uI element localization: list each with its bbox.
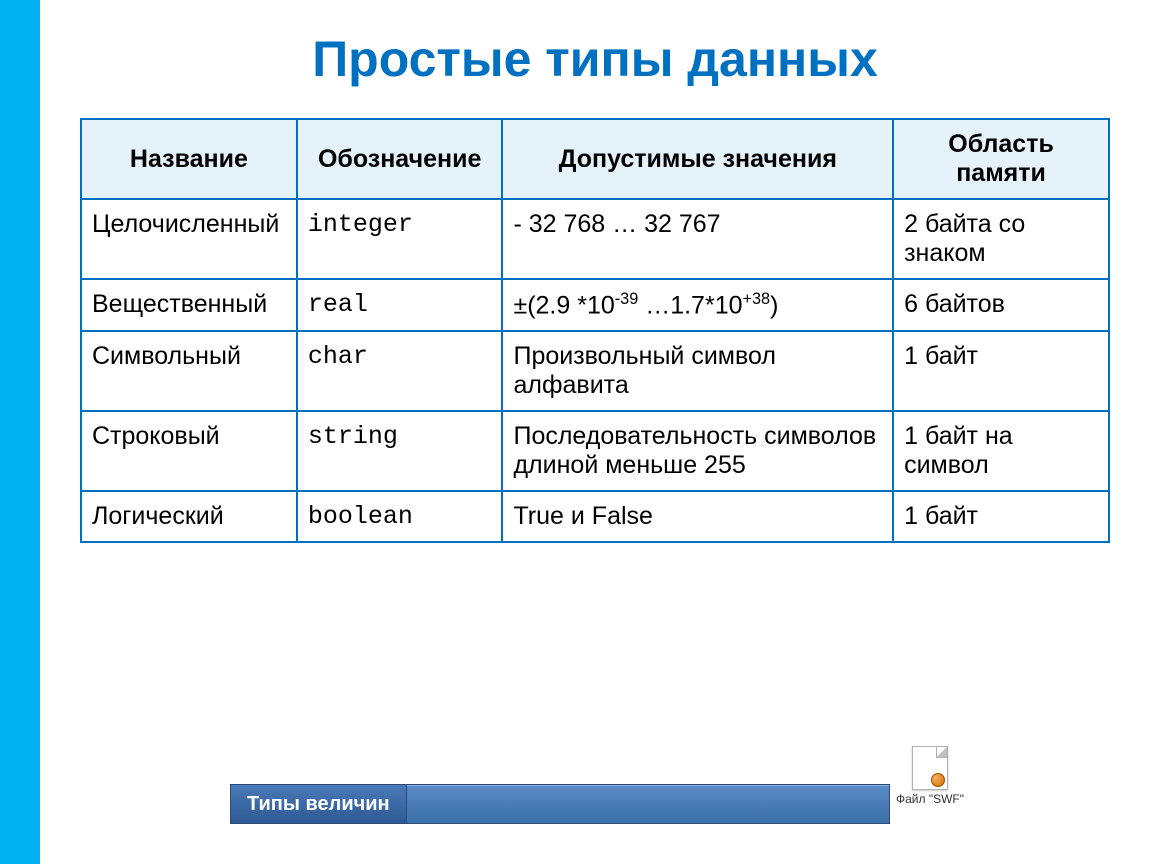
cell-name: Вещественный: [81, 279, 297, 331]
col-header-values: Допустимые значения: [502, 119, 893, 199]
cell-values: True и False: [502, 491, 893, 542]
left-accent-bar: [0, 0, 40, 864]
table-row: Строковый string Последовательность симв…: [81, 411, 1109, 491]
data-types-table: Название Обозначение Допустимые значения…: [80, 118, 1110, 543]
swf-file-shortcut[interactable]: Файл "SWF": [890, 746, 970, 806]
file-label: Файл "SWF": [890, 792, 970, 806]
cell-memory: 1 байт: [893, 331, 1109, 411]
cell-name: Символьный: [81, 331, 297, 411]
cell-values: - 32 768 … 32 767: [502, 199, 893, 279]
cell-memory: 1 байт: [893, 491, 1109, 542]
table-header-row: Название Обозначение Допустимые значения…: [81, 119, 1109, 199]
cell-name: Целочисленный: [81, 199, 297, 279]
table-row: Целочисленный integer - 32 768 … 32 767 …: [81, 199, 1109, 279]
cell-notation: char: [297, 331, 503, 411]
cell-notation: real: [297, 279, 503, 331]
table-row: Вещественный real ±(2.9 *10-39 …1.7*10+3…: [81, 279, 1109, 331]
col-header-name: Название: [81, 119, 297, 199]
cell-notation: boolean: [297, 491, 503, 542]
cell-memory: 6 байтов: [893, 279, 1109, 331]
slide-content: Простые типы данных Название Обозначение…: [40, 0, 1150, 543]
table-row: Символьный char Произвольный символ алфа…: [81, 331, 1109, 411]
globe-icon: [931, 773, 945, 787]
slide-title: Простые типы данных: [80, 30, 1110, 88]
table-row: Логический boolean True и False 1 байт: [81, 491, 1109, 542]
cell-values: Последовательность символов длиной меньш…: [502, 411, 893, 491]
cell-notation: integer: [297, 199, 503, 279]
cell-name: Строковый: [81, 411, 297, 491]
col-header-notation: Обозначение: [297, 119, 503, 199]
cell-values: ±(2.9 *10-39 …1.7*10+38): [502, 279, 893, 331]
cell-memory: 2 байта со знаком: [893, 199, 1109, 279]
cell-values: Произвольный символ алфавита: [502, 331, 893, 411]
cell-notation: string: [297, 411, 503, 491]
cell-memory: 1 байт на символ: [893, 411, 1109, 491]
col-header-memory: Область памяти: [893, 119, 1109, 199]
taskbar: Типы величин: [230, 784, 890, 824]
taskbar-area: Файл "SWF" Типы величин: [230, 784, 890, 824]
file-icon: [912, 746, 948, 790]
cell-name: Логический: [81, 491, 297, 542]
table-body: Целочисленный integer - 32 768 … 32 767 …: [81, 199, 1109, 542]
taskbar-button-types[interactable]: Типы величин: [231, 785, 407, 823]
